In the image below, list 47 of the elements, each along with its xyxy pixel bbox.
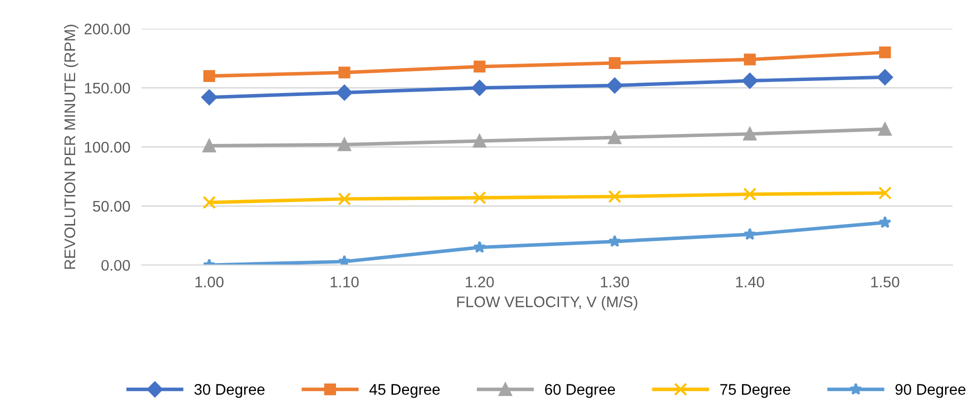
- point: [338, 138, 351, 152]
- point: [744, 54, 756, 66]
- legend-label: 75 Degree: [720, 384, 790, 398]
- point: [879, 46, 891, 58]
- y-tick-label: 0.00: [101, 260, 130, 271]
- point: [336, 84, 352, 100]
- point: [743, 127, 756, 141]
- y-tick-label: 150.00: [84, 82, 130, 94]
- legend-label: 45 Degree: [369, 384, 440, 398]
- legend-label: 60 Degree: [545, 384, 615, 398]
- y-tick-label: 50.00: [92, 200, 130, 212]
- point: [744, 228, 756, 240]
- y-tick-label: 100.00: [84, 142, 130, 153]
- point: [202, 139, 216, 152]
- x-tick-label: 1.50: [871, 276, 900, 288]
- y-axis-title: REVOLUTION PER MINUTE (RPM): [64, 24, 78, 269]
- point: [338, 66, 350, 78]
- point: [743, 188, 756, 201]
- x-tick-label: 1.10: [330, 276, 359, 288]
- x-axis-title: FLOW VELOCITY, V (M/S): [457, 296, 638, 310]
- point: [203, 70, 216, 82]
- point: [608, 190, 622, 204]
- point: [472, 134, 486, 148]
- point: [202, 196, 216, 210]
- point: [472, 191, 486, 204]
- point: [608, 130, 622, 144]
- point: [338, 254, 351, 266]
- point: [472, 80, 488, 96]
- legend-label: 30 Degree: [194, 384, 265, 398]
- x-tick-label: 1.00: [196, 276, 224, 288]
- x-tick-label: 1.40: [736, 276, 764, 288]
- x-tick-label: 1.20: [466, 276, 494, 288]
- point: [878, 122, 892, 136]
- y-tick-label: 200.00: [84, 24, 130, 34]
- point: [878, 186, 892, 200]
- x-tick-label: 1.30: [600, 276, 629, 288]
- point: [878, 216, 892, 228]
- point: [473, 240, 486, 253]
- point: [201, 89, 218, 106]
- legend-label: 90 Degree: [895, 384, 966, 398]
- point: [877, 69, 893, 86]
- point: [474, 60, 486, 72]
- point: [742, 72, 758, 89]
- point: [338, 192, 351, 206]
- point: [608, 234, 622, 247]
- point: [606, 78, 623, 94]
- point: [608, 57, 621, 69]
